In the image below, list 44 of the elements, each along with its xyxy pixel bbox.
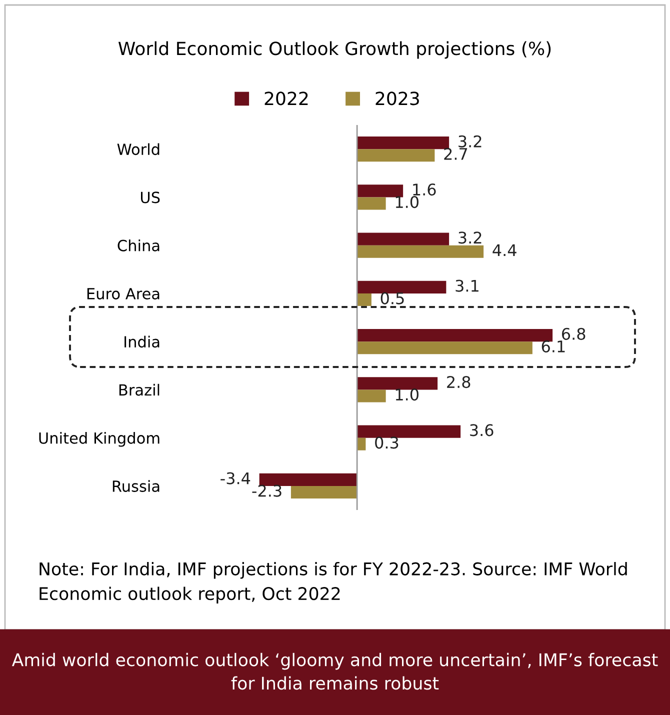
- chart-title: World Economic Outlook Growth projections (%): [118, 41, 551, 59]
- bar: [357, 329, 553, 342]
- legend-label: 2023: [376, 92, 419, 106]
- legend-label: 2022: [264, 92, 308, 106]
- bar: [357, 197, 386, 210]
- bar: [357, 390, 386, 402]
- bar: [290, 486, 358, 498]
- data-label: 0.5: [380, 292, 404, 304]
- data-label: -2.3: [252, 484, 282, 497]
- y-tick-label: US: [141, 192, 160, 204]
- data-label: 3.2: [458, 232, 482, 244]
- bar: [357, 293, 372, 306]
- bar: [357, 342, 532, 354]
- y-tick-label: Brazil: [119, 384, 160, 396]
- data-label: -3.4: [220, 472, 250, 484]
- data-label: 4.4: [492, 244, 516, 256]
- y-tick-label: Russia: [112, 480, 160, 492]
- data-label: 1.0: [396, 196, 418, 208]
- bar: [357, 149, 435, 162]
- bar: [357, 245, 484, 258]
- y-tick-label: China: [118, 240, 160, 252]
- bar: [357, 184, 404, 198]
- bar: [357, 377, 438, 390]
- y-tick-label: World: [117, 143, 160, 156]
- data-label: 3.6: [470, 424, 494, 436]
- data-label: 3.1: [456, 280, 478, 292]
- data-label: 2.7: [444, 148, 468, 160]
- y-tick-label: Euro Area: [87, 288, 160, 300]
- data-label: 6.1: [542, 340, 565, 352]
- y-tick-label: India: [124, 336, 160, 348]
- data-label: 3.2: [458, 135, 482, 148]
- data-label: 2.8: [447, 376, 470, 388]
- data-label: 0.3: [375, 436, 398, 449]
- bar: [357, 136, 450, 150]
- data-label: 1.0: [396, 388, 418, 401]
- bar: [259, 473, 358, 486]
- y-tick-label: United Kingdom: [39, 432, 160, 447]
- data-label: 6.8: [562, 328, 586, 340]
- bar: [357, 425, 461, 438]
- bar: [357, 280, 446, 294]
- text: Amid world economic outlook ‘gloomy and more uncertain’, IMF’s forecast for India remains robust: [12, 652, 658, 690]
- text: Note: For India, IMF projections is for FY 2022-23. Source: IMF World Economic outlook report, Oct 2022: [40, 562, 627, 604]
- data-label: 1.6: [413, 183, 436, 196]
- bar: [357, 232, 450, 246]
